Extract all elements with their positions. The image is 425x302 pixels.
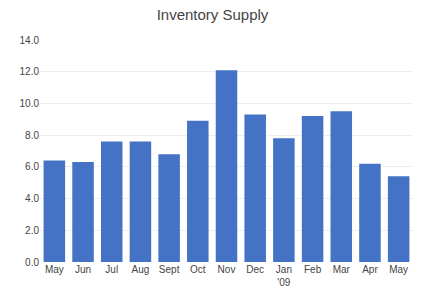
svg-text:Aug: Aug [132, 264, 150, 275]
svg-text:Nov: Nov [218, 264, 236, 275]
svg-text:2.0: 2.0 [25, 225, 39, 236]
svg-text:10.0: 10.0 [20, 98, 40, 109]
svg-text:May: May [45, 264, 64, 275]
svg-text:Jul: Jul [105, 264, 118, 275]
svg-text:4.0: 4.0 [25, 193, 39, 204]
svg-text:6.0: 6.0 [25, 161, 39, 172]
svg-text:Apr: Apr [362, 264, 378, 275]
svg-text:Mar: Mar [333, 264, 351, 275]
svg-text:Jan'09: Jan'09 [276, 264, 292, 288]
svg-text:Oct: Oct [190, 264, 206, 275]
svg-text:Feb: Feb [304, 264, 322, 275]
svg-text:Sept: Sept [159, 264, 180, 275]
svg-text:Jun: Jun [75, 264, 91, 275]
svg-text:14.0: 14.0 [20, 35, 40, 46]
svg-text:Dec: Dec [246, 264, 264, 275]
svg-text:May: May [389, 264, 408, 275]
svg-text:Inventory Supply: Inventory Supply [157, 6, 269, 23]
svg-text:8.0: 8.0 [25, 130, 39, 141]
svg-text:0.0: 0.0 [25, 257, 39, 268]
svg-text:12.0: 12.0 [20, 66, 40, 77]
